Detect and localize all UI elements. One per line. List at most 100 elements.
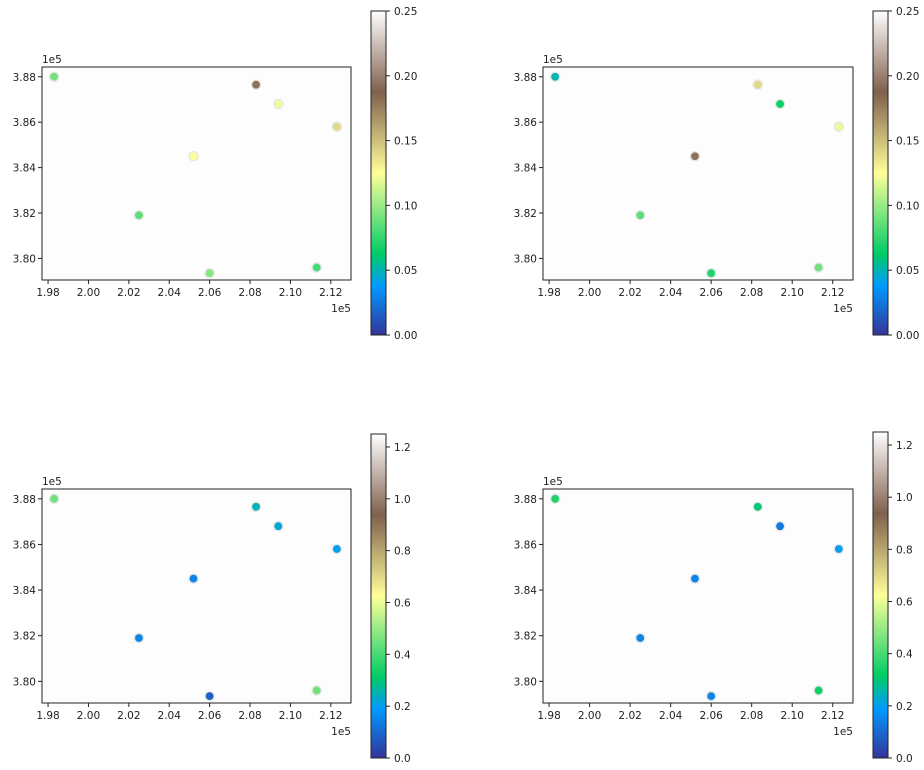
colorbar-tick-label: 0.15	[896, 136, 919, 148]
scatter-point	[813, 262, 824, 273]
colorbar-tick-label: 0.10	[896, 200, 919, 212]
x-tick-label: 2.08	[238, 287, 261, 299]
colorbar-tick-label: 0.15	[394, 136, 417, 148]
y-tick-label: 3.84	[514, 585, 538, 597]
x-tick-label: 2.06	[699, 287, 723, 299]
x-tick-label: 2.02	[117, 287, 140, 299]
y-tick-label: 3.80	[13, 253, 36, 265]
y-tick-label: 3.82	[514, 631, 537, 643]
colorbar-tick-label: 0.2	[896, 701, 913, 713]
colorbar-tick-label: 1.2	[394, 442, 411, 454]
x-tick-label: 2.04	[158, 287, 182, 299]
colorbar-tick-label: 0.8	[394, 546, 411, 558]
colorbar-tick-label: 0.8	[896, 544, 913, 556]
scatter-point	[331, 121, 343, 133]
colorbar-tick-label: 0.20	[896, 71, 919, 83]
y-tick-label: 3.84	[13, 585, 37, 597]
y-tick-label: 3.80	[13, 676, 36, 688]
scatter-point	[705, 267, 717, 279]
x-tick-label: 2.12	[821, 287, 844, 299]
y-tick-label: 3.88	[13, 72, 36, 84]
colorbar-tick-label: 0.25	[394, 6, 417, 18]
x-tick-label: 2.02	[117, 710, 140, 722]
x-tick-label: 2.00	[77, 287, 100, 299]
y-offset-label: 1e5	[543, 476, 563, 488]
y-tick-label: 3.82	[514, 208, 537, 220]
scatter-point	[250, 501, 262, 513]
colorbar-tick-label: 1.0	[394, 494, 411, 506]
colorbar	[872, 431, 889, 759]
x-tick-label: 2.08	[740, 287, 763, 299]
colorbar	[370, 10, 387, 336]
axes-frame	[41, 66, 352, 281]
y-tick-label: 3.82	[13, 631, 36, 643]
y-tick-label: 3.84	[13, 163, 37, 175]
x-tick-label: 2.12	[821, 710, 844, 722]
scatter-panel-1: 1.98 2.00 2.02 2.04 2.06 2.08 2.10 2.12 3.80 3.82…	[13, 6, 418, 342]
x-tick-label: 2.10	[279, 287, 302, 299]
colorbar-tick-label: 0.05	[394, 265, 417, 277]
colorbar-tick-label: 0.25	[896, 6, 919, 18]
x-tick-label: 2.12	[319, 287, 342, 299]
x-offset-label: 1e5	[331, 303, 351, 315]
scatter-point	[188, 150, 199, 162]
scatter-point	[689, 573, 701, 584]
y-offset-label: 1e5	[42, 54, 62, 66]
y-tick-label: 3.86	[514, 117, 538, 129]
y-tick-label: 3.86	[514, 539, 538, 551]
x-tick-label: 2.10	[781, 710, 804, 722]
scatter-point	[133, 209, 145, 221]
x-tick-label: 2.10	[279, 710, 302, 722]
colorbar-tick-label: 0.05	[896, 265, 919, 277]
x-tick-label: 2.08	[740, 710, 763, 722]
scatter-point	[188, 573, 199, 584]
y-tick-label: 3.88	[514, 494, 537, 506]
scatter-point	[549, 493, 561, 505]
colorbar-tick-label: 0.2	[394, 701, 411, 713]
y-tick-label: 3.82	[13, 208, 36, 220]
x-tick-label: 2.04	[659, 287, 683, 299]
scatter-panel-4: 1.98 2.00 2.02 2.04 2.06 2.08 2.10 2.12 3.80 3.82…	[514, 431, 913, 765]
scatter-point	[634, 632, 646, 644]
y-tick-label: 3.80	[514, 676, 537, 688]
axes-frame	[542, 488, 854, 704]
colorbar-tick-label: 0.0	[896, 753, 913, 765]
scatter-point	[311, 685, 322, 696]
y-tick-label: 3.88	[514, 72, 537, 84]
x-offset-label: 1e5	[833, 303, 853, 315]
scatter-panel-2: 1.98 2.00 2.02 2.04 2.06 2.08 2.10 2.12 3.80 3.82…	[514, 6, 920, 342]
scatter-point	[250, 79, 262, 91]
x-tick-label: 2.10	[781, 287, 804, 299]
colorbar-tick-label: 0.10	[394, 200, 417, 212]
scatter-point	[833, 121, 845, 133]
colorbar-tick-label: 0.4	[896, 649, 913, 661]
x-tick-label: 2.02	[618, 287, 641, 299]
x-tick-label: 2.06	[699, 710, 723, 722]
x-tick-label: 2.06	[198, 710, 222, 722]
scatter-point	[549, 71, 561, 83]
y-tick-label: 3.86	[13, 539, 37, 551]
scatter-point	[48, 71, 60, 83]
x-tick-label: 2.02	[618, 710, 641, 722]
scatter-point	[272, 98, 284, 110]
y-tick-label: 3.88	[13, 494, 36, 506]
x-tick-label: 2.04	[659, 710, 683, 722]
y-offset-label: 1e5	[543, 54, 563, 66]
colorbar-tick-label: 0.6	[896, 597, 913, 609]
x-tick-label: 2.08	[238, 710, 261, 722]
colorbar-tick-label: 0.6	[394, 597, 411, 609]
scatter-point	[689, 150, 701, 162]
x-tick-label: 2.00	[578, 710, 601, 722]
colorbar-tick-label: 0.00	[394, 330, 417, 342]
y-tick-label: 3.80	[514, 253, 537, 265]
y-tick-label: 3.86	[13, 117, 37, 129]
scatter-point	[813, 685, 824, 696]
x-tick-label: 2.12	[319, 710, 342, 722]
x-offset-label: 1e5	[331, 726, 351, 738]
scatter-point	[774, 520, 786, 532]
scatter-point	[311, 262, 322, 273]
scatter-panel-3: 1.98 2.00 2.02 2.04 2.06 2.08 2.10 2.12 3.80 3.82…	[13, 433, 411, 765]
colorbar-tick-label: 0.00	[896, 330, 919, 342]
x-tick-label: 2.06	[198, 287, 222, 299]
